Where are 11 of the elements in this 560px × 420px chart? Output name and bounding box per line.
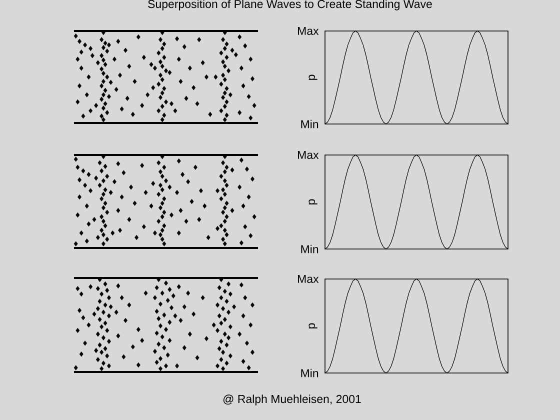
chart-title: Superposition of Plane Waves to Create Standing Wave [148,0,432,10]
text: Min [301,120,318,128]
y-axis-title: p [308,74,318,80]
text: Max [298,274,319,283]
text: Max [298,26,319,36]
y-axis-title: p [308,199,318,204]
text: @ Ralph Muehleisen, 2001 [223,394,361,406]
text: Min [301,368,318,378]
text: Min [301,244,318,254]
y-axis-title: p [308,323,318,328]
text: Max [298,150,319,159]
